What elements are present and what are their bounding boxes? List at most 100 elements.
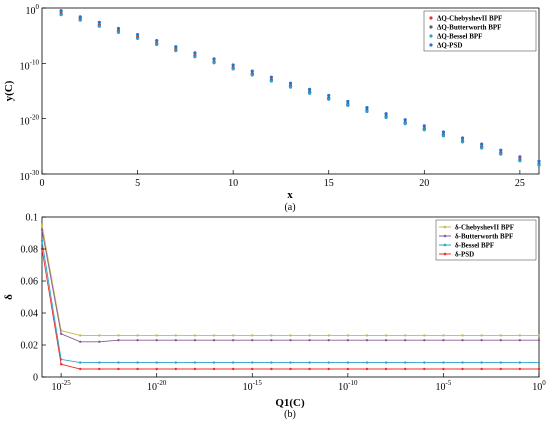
chart-b-x-tick-label: 10-5 (436, 379, 452, 393)
chart-a-point-2 (59, 13, 63, 17)
chart-b-point-0 (537, 334, 541, 337)
chart-a-point-2 (135, 36, 140, 41)
chart-b-point-1 (231, 339, 235, 342)
chart-b-point-0 (346, 334, 350, 337)
chart-b-point-2 (308, 361, 311, 364)
chart-b-point-2 (231, 361, 235, 364)
chart-b-point-0 (480, 334, 483, 337)
chart-b-point-2 (136, 361, 139, 364)
chart-b-point-3 (480, 367, 483, 371)
chart-a-legend-label: ΔQ-PSD (437, 42, 462, 50)
chart-a-x-tick-label: 10 (228, 178, 238, 189)
chart-a-xlabel: x (287, 189, 293, 201)
chart-b-panel-label: (b) (284, 409, 296, 420)
chart-b-point-2 (327, 361, 330, 364)
chart-b-point-2 (174, 361, 178, 364)
chart-b-point-2 (365, 361, 369, 364)
chart-a-point-3 (78, 15, 82, 19)
chart-b-y-ticks: 0 0.02 0.04 0.06 0.08 0.1 (21, 213, 46, 384)
chart-b-point-3 (231, 367, 235, 371)
chart-a-point-2 (403, 122, 407, 126)
chart-a-point-3 (250, 69, 254, 73)
chart-b-point-2 (98, 361, 101, 364)
chart-b-point-0 (40, 223, 44, 227)
chart-a-point-3 (231, 63, 235, 67)
chart-b-point-0 (231, 334, 235, 337)
chart-a-ylabel: y(C) (3, 80, 15, 101)
chart-b-point-3 (442, 367, 445, 371)
chart-b-point-1 (251, 339, 254, 342)
chart-b-point-3 (403, 367, 407, 371)
chart-b-legend-marker (443, 225, 447, 229)
chart-b-point-3 (289, 367, 292, 371)
chart-a-point-2 (231, 67, 235, 71)
chart-b-point-2 (79, 361, 82, 364)
chart-a-point-2 (250, 73, 254, 77)
chart-b-point-1 (79, 340, 82, 343)
chart-b-legend-label: δ-Bessel BPF (455, 242, 494, 250)
chart-b-point-0 (423, 334, 426, 337)
chart-b-x-tick-label: 10-15 (243, 379, 263, 393)
chart-a-legend-marker (429, 16, 433, 20)
chart-b-point-0 (98, 334, 101, 337)
chart-b-point-1 (327, 339, 330, 342)
chart-a-point-2 (518, 159, 522, 163)
chart-b-point-2 (212, 361, 216, 364)
chart-b-point-3 (308, 367, 311, 371)
chart-b-point-1 (499, 339, 502, 342)
chart-a-point-2 (97, 24, 101, 28)
chart-a-point-2 (422, 128, 426, 132)
chart-b-point-3 (461, 367, 464, 371)
chart-a-point-2 (308, 91, 312, 95)
chart-b-point-1 (423, 339, 426, 342)
chart-b-point-2 (423, 361, 426, 364)
chart-b-point-2 (346, 361, 350, 364)
chart-b-point-2 (480, 361, 483, 364)
chart-a-point-3 (193, 51, 197, 55)
chart-b-point-3 (499, 367, 502, 371)
chart-b-point-3 (59, 363, 63, 366)
chart-b-point-1 (193, 339, 197, 342)
chart-a-point-3 (135, 32, 140, 37)
chart-b-point-2 (40, 239, 44, 243)
chart-b-point-0 (155, 334, 158, 337)
chart-b-point-2 (537, 361, 541, 364)
chart-b-x-ticks: 10-25 10-20 10-15 10-10 10-5 100 (51, 373, 546, 393)
chart-b-point-1 (212, 339, 216, 342)
chart-a-point-2 (499, 152, 503, 156)
chart-b-y-tick-label: 0.1 (26, 213, 39, 224)
chart-b-legend-marker (443, 243, 447, 247)
chart-b-xlabel: Q1(C) (275, 397, 305, 409)
chart-b-point-0 (461, 334, 464, 337)
chart-b-point-0 (251, 334, 254, 337)
chart-b-point-1 (308, 339, 311, 342)
chart-a-point-3 (537, 159, 541, 163)
chart-a-point-2 (193, 55, 197, 59)
chart-a-x-tick-label: 25 (515, 178, 525, 189)
chart-b-point-3 (365, 367, 369, 371)
chart-b-marks (40, 223, 541, 371)
chart-b: 10-25 10-20 10-15 10-10 10-5 100 0 0.02 0.04 0.0… (3, 213, 546, 421)
chart-b-point-3 (212, 367, 216, 371)
chart-b-point-0 (327, 334, 330, 337)
chart-a-point-2 (327, 97, 331, 101)
chart-a-point-2 (365, 109, 369, 114)
chart-b-point-1 (270, 339, 273, 342)
chart-a-point-2 (269, 79, 273, 83)
chart-b-point-1 (442, 339, 445, 342)
chart-a-legend-marker (429, 34, 433, 38)
chart-b-point-0 (79, 334, 82, 337)
chart-b-y-tick-label: 0.08 (21, 245, 39, 256)
chart-b-x-tick-label: 100 (532, 379, 546, 393)
chart-a-marks (59, 9, 541, 167)
chart-b-point-1 (461, 339, 464, 342)
chart-b-point-2 (442, 361, 445, 364)
chart-b-point-2 (251, 361, 254, 364)
chart-b-point-2 (518, 361, 522, 364)
chart-a-y-ticks: 100 10-10 10-20 10-30 (20, 3, 46, 183)
chart-b-y-tick-label: 0.04 (21, 309, 39, 320)
chart-a-point-3 (403, 118, 407, 122)
chart-a-point-3 (327, 93, 331, 98)
